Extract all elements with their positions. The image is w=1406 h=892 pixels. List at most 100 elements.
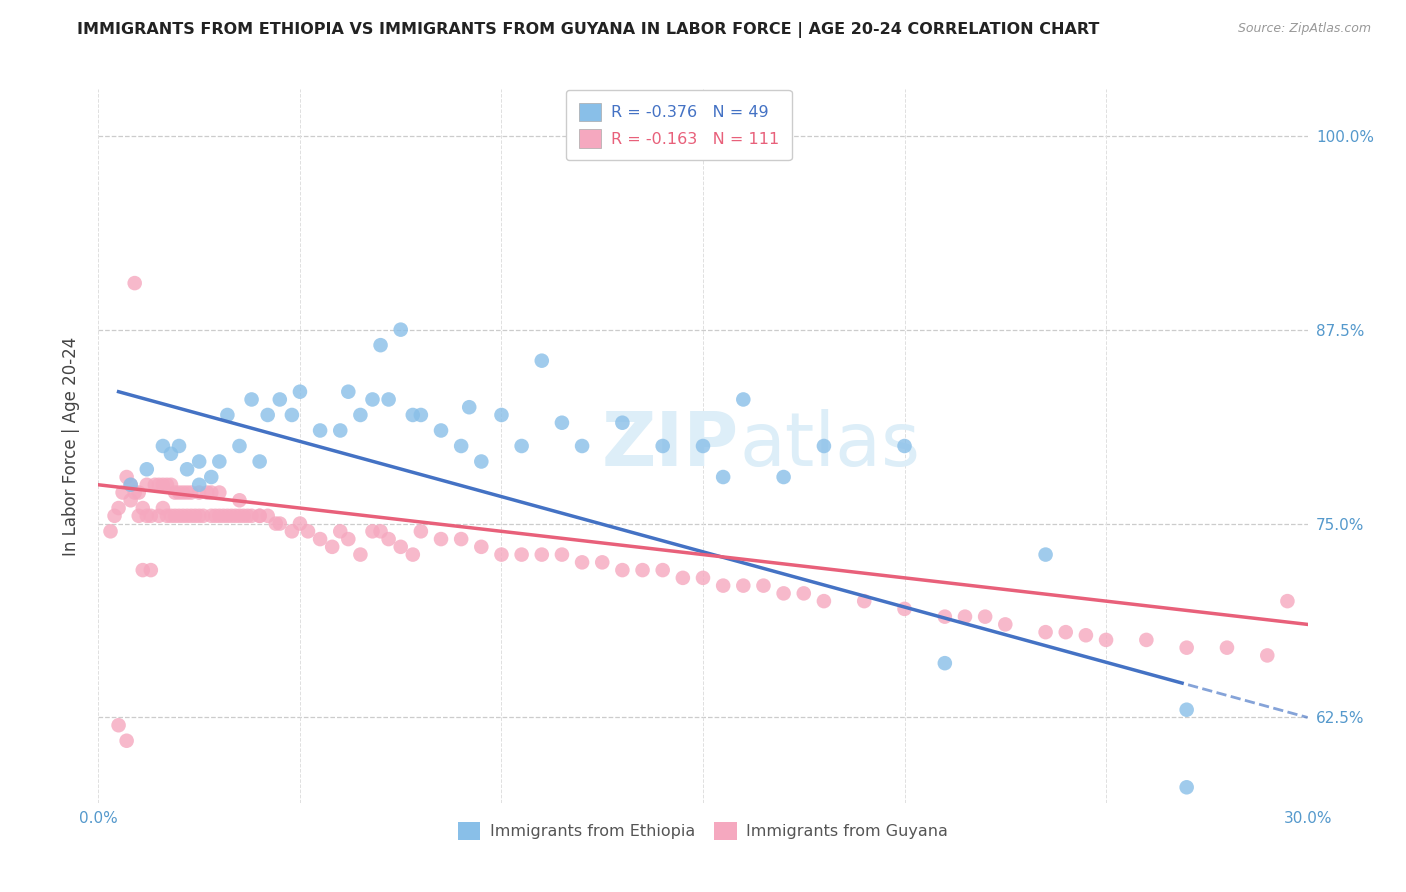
Point	[733, 579, 755, 593]
Point	[143, 477, 166, 491]
Point	[208, 454, 231, 468]
Point	[571, 439, 593, 453]
Point	[128, 508, 150, 523]
Point	[321, 540, 343, 554]
Point	[172, 485, 194, 500]
Point	[450, 439, 472, 453]
Point	[530, 548, 553, 562]
Point	[124, 485, 146, 500]
Point	[752, 579, 775, 593]
Point	[974, 609, 997, 624]
Point	[188, 454, 211, 468]
Point	[1277, 594, 1299, 608]
Point	[612, 563, 634, 577]
Point	[402, 408, 425, 422]
Point	[176, 485, 198, 500]
Point	[409, 408, 432, 422]
Point	[813, 439, 835, 453]
Point	[349, 408, 371, 422]
Text: IMMIGRANTS FROM ETHIOPIA VS IMMIGRANTS FROM GUYANA IN LABOR FORCE | AGE 20-24 CO: IMMIGRANTS FROM ETHIOPIA VS IMMIGRANTS F…	[77, 22, 1099, 38]
Point	[612, 416, 634, 430]
Point	[228, 493, 250, 508]
Point	[893, 439, 915, 453]
Point	[172, 508, 194, 523]
Point	[204, 508, 226, 523]
Point	[1054, 625, 1077, 640]
Point	[249, 508, 271, 523]
Point	[180, 485, 202, 500]
Point	[188, 508, 211, 523]
Point	[208, 508, 231, 523]
Point	[228, 508, 250, 523]
Point	[132, 563, 155, 577]
Point	[651, 563, 673, 577]
Point	[631, 563, 654, 577]
Point	[692, 439, 714, 453]
Point	[124, 276, 146, 290]
Point	[107, 718, 129, 732]
Point	[107, 501, 129, 516]
Point	[370, 524, 392, 539]
Point	[1175, 703, 1198, 717]
Point	[510, 439, 533, 453]
Point	[193, 508, 215, 523]
Point	[135, 508, 157, 523]
Point	[228, 439, 250, 453]
Point	[188, 485, 211, 500]
Point	[953, 609, 976, 624]
Point	[377, 392, 399, 407]
Point	[156, 508, 179, 523]
Point	[377, 532, 399, 546]
Point	[1035, 548, 1057, 562]
Point	[893, 602, 915, 616]
Point	[281, 524, 304, 539]
Point	[160, 508, 183, 523]
Point	[430, 532, 453, 546]
Point	[256, 408, 278, 422]
Point	[188, 477, 211, 491]
Point	[711, 579, 734, 593]
Point	[409, 524, 432, 539]
Point	[1135, 632, 1157, 647]
Point	[120, 477, 142, 491]
Point	[1175, 780, 1198, 795]
Point	[212, 508, 235, 523]
Point	[200, 470, 222, 484]
Point	[152, 439, 174, 453]
Point	[994, 617, 1017, 632]
Point	[163, 485, 186, 500]
Point	[1074, 628, 1097, 642]
Point	[264, 516, 287, 531]
Point	[120, 493, 142, 508]
Point	[148, 477, 170, 491]
Point	[329, 524, 352, 539]
Point	[470, 454, 492, 468]
Point	[100, 524, 122, 539]
Point	[103, 508, 125, 523]
Point	[139, 563, 162, 577]
Point	[1035, 625, 1057, 640]
Point	[269, 392, 291, 407]
Point	[934, 609, 956, 624]
Point	[240, 508, 263, 523]
Point	[1216, 640, 1239, 655]
Point	[349, 548, 371, 562]
Y-axis label: In Labor Force | Age 20-24: In Labor Force | Age 20-24	[62, 336, 80, 556]
Point	[510, 548, 533, 562]
Point	[389, 540, 412, 554]
Point	[361, 524, 384, 539]
Point	[651, 439, 673, 453]
Point	[813, 594, 835, 608]
Point	[551, 416, 574, 430]
Point	[200, 485, 222, 500]
Point	[793, 586, 815, 600]
Point	[160, 447, 183, 461]
Point	[288, 516, 311, 531]
Point	[389, 323, 412, 337]
Point	[571, 555, 593, 569]
Text: Source: ZipAtlas.com: Source: ZipAtlas.com	[1237, 22, 1371, 36]
Point	[256, 508, 278, 523]
Point	[309, 532, 332, 546]
Text: atlas: atlas	[740, 409, 921, 483]
Point	[470, 540, 492, 554]
